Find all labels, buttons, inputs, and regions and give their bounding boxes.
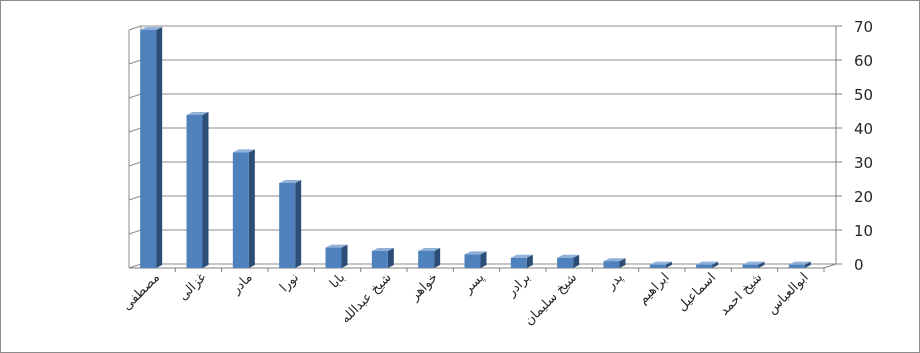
bar-side (804, 261, 811, 268)
bar-top (186, 112, 209, 115)
bar (788, 264, 805, 268)
bar-top (140, 27, 163, 30)
bar-top (742, 261, 765, 265)
bar-side (665, 261, 672, 268)
bar (140, 30, 157, 268)
bar-side (712, 261, 719, 268)
bar-side (619, 258, 626, 268)
bar-top (649, 261, 672, 265)
bar (742, 264, 759, 268)
bar-side (480, 251, 487, 268)
x-tick-label: مصطفی (120, 270, 163, 313)
bar-top (418, 248, 441, 251)
bar-side (387, 248, 394, 268)
bar-top (788, 261, 811, 265)
gridline-depth (128, 195, 142, 201)
bar-top (510, 254, 533, 258)
x-tick-label: بابا (327, 270, 348, 291)
bar-side (526, 254, 533, 268)
gridline-depth (128, 25, 142, 31)
x-tick-label: نورا (277, 270, 302, 295)
y-tick-label: 70 (854, 18, 873, 36)
bar-side (758, 261, 765, 268)
bar-top (603, 258, 626, 262)
y-tick-label: 10 (854, 222, 873, 240)
bar-side (434, 248, 441, 268)
y-tick-label: 0 (854, 256, 864, 274)
x-tick-label: پسر (460, 270, 487, 297)
bar-top (325, 244, 348, 248)
gridline-depth (128, 127, 142, 133)
gridline-depth (128, 263, 142, 269)
y-tick-label: 30 (854, 154, 873, 172)
bar-side (156, 27, 163, 268)
x-tick-label: مادر (228, 270, 256, 298)
x-tick-label: برادر (504, 270, 534, 300)
bar-top (696, 261, 719, 265)
gridline-depth (128, 161, 142, 167)
bar (371, 251, 388, 268)
bar (186, 115, 203, 268)
y-tick-label: 40 (854, 120, 873, 138)
x-axis-depth (823, 263, 837, 269)
bar (603, 261, 620, 268)
bar-top (279, 180, 302, 183)
x-tick-label: پدر (603, 270, 626, 293)
bar (649, 264, 666, 268)
bar-top (464, 251, 487, 255)
bar (232, 152, 249, 268)
bar-side (248, 149, 255, 268)
bar-top (557, 254, 580, 258)
x-tick-label: اسماعیل (675, 270, 719, 314)
x-tick-label: خواهر (407, 270, 441, 304)
gridline-depth (128, 59, 142, 65)
bar-side (202, 112, 209, 268)
x-tick-label: غزالی (176, 270, 210, 304)
bar (696, 264, 713, 268)
bar (325, 247, 342, 268)
bar (510, 257, 527, 268)
bar (279, 183, 296, 268)
bar (557, 257, 574, 268)
x-tick-label: شیخ احمد (717, 270, 765, 318)
y-tick-label: 60 (854, 52, 873, 70)
y-tick-label: 50 (854, 86, 873, 104)
bar-top (232, 149, 255, 153)
bar-side (295, 180, 302, 268)
x-tick-label: ابوالعباس (765, 270, 812, 317)
gridline-depth (128, 229, 142, 235)
bar-side (341, 244, 348, 268)
bar-top (371, 248, 394, 251)
bar (464, 254, 481, 268)
x-tick-label: شیخ عبدالله (338, 270, 394, 326)
x-tick-label: ابراهیم (636, 270, 673, 307)
gridline-depth (128, 93, 142, 99)
y-tick-label: 20 (854, 188, 873, 206)
bar-side (573, 254, 580, 268)
bar (418, 251, 435, 268)
